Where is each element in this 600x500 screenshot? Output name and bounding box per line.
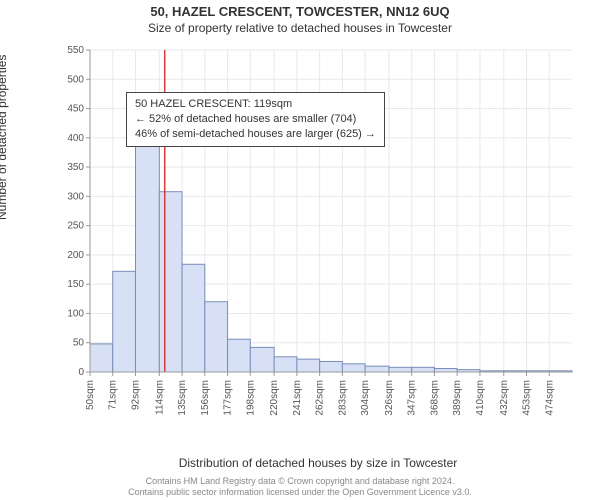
x-tick-label: 474sqm: [544, 380, 555, 416]
histogram-bar: [434, 368, 457, 372]
histogram-bar: [90, 344, 113, 372]
x-tick-label: 262sqm: [315, 380, 326, 416]
chart-area: 0 50 100 150 200 250 300 350 400 450 500 550 50sqm 71…: [58, 44, 578, 424]
histogram-bar: [205, 302, 228, 372]
y-tick-label: 500: [67, 74, 84, 85]
info-line-3: 46% of semi-detached houses are larger (…: [135, 127, 376, 142]
x-tick-label: 50sqm: [85, 380, 96, 410]
x-tick-label: 92sqm: [130, 380, 141, 410]
y-tick-label: 200: [67, 250, 84, 261]
histogram-bar: [320, 361, 343, 372]
x-tick-label: 198sqm: [245, 380, 256, 416]
x-tick-label: 156sqm: [200, 380, 211, 416]
y-tick-label: 400: [67, 133, 84, 144]
histogram-bar: [182, 264, 205, 372]
histogram-bar: [389, 367, 412, 372]
footer-line-1: Contains HM Land Registry data © Crown c…: [0, 476, 600, 487]
info-line-1: 50 HAZEL CRESCENT: 119sqm: [135, 97, 376, 112]
y-tick-label: 50: [73, 338, 85, 349]
x-axis-label: Distribution of detached houses by size …: [58, 456, 578, 470]
page-subtitle: Size of property relative to detached ho…: [0, 19, 600, 35]
y-tick-label: 350: [67, 162, 84, 173]
y-tick-label: 150: [67, 279, 84, 290]
x-tick-label: 326sqm: [384, 380, 395, 416]
histogram-bar: [159, 192, 182, 372]
y-tick-label: 450: [67, 104, 84, 115]
y-tick-label: 550: [67, 45, 84, 56]
x-tick-label: 114sqm: [154, 380, 165, 415]
info-box: 50 HAZEL CRESCENT: 119sqm ← 52% of detac…: [126, 92, 385, 147]
x-tick-label: 347sqm: [407, 380, 418, 416]
histogram-bar: [135, 127, 159, 372]
x-tick-label: 453sqm: [522, 380, 533, 416]
x-tick-label: 304sqm: [360, 380, 371, 416]
x-tick-label: 368sqm: [429, 380, 440, 416]
x-tick-label: 220sqm: [269, 380, 280, 416]
y-axis-label: Number of detached properties: [0, 55, 9, 220]
x-tick-label: 177sqm: [223, 380, 234, 416]
histogram-bar: [113, 271, 136, 372]
y-tick-label: 250: [67, 221, 84, 232]
footer: Contains HM Land Registry data © Crown c…: [0, 476, 600, 498]
histogram-bar: [365, 366, 389, 372]
histogram-bar: [228, 339, 251, 372]
histogram-bar: [250, 347, 274, 372]
x-tick-label: 241sqm: [292, 380, 303, 416]
x-tick-label: 389sqm: [452, 380, 463, 416]
y-tick-label: 300: [67, 191, 84, 202]
x-tick-label: 71sqm: [108, 380, 119, 410]
info-line-2: ← 52% of detached houses are smaller (70…: [135, 112, 376, 127]
page-title: 50, HAZEL CRESCENT, TOWCESTER, NN12 6UQ: [0, 0, 600, 19]
x-tick-label: 283sqm: [337, 380, 348, 416]
histogram-bar: [342, 364, 365, 372]
footer-line-2: Contains public sector information licen…: [0, 487, 600, 498]
y-tick-label: 100: [67, 308, 84, 319]
histogram-bar: [412, 367, 435, 372]
x-tick-label: 432sqm: [499, 380, 510, 416]
x-tick-label: 135sqm: [177, 380, 188, 416]
histogram-bar: [274, 357, 297, 372]
histogram-bar: [297, 359, 320, 372]
x-tick-label: 410sqm: [475, 380, 486, 416]
y-tick-label: 0: [78, 367, 84, 378]
